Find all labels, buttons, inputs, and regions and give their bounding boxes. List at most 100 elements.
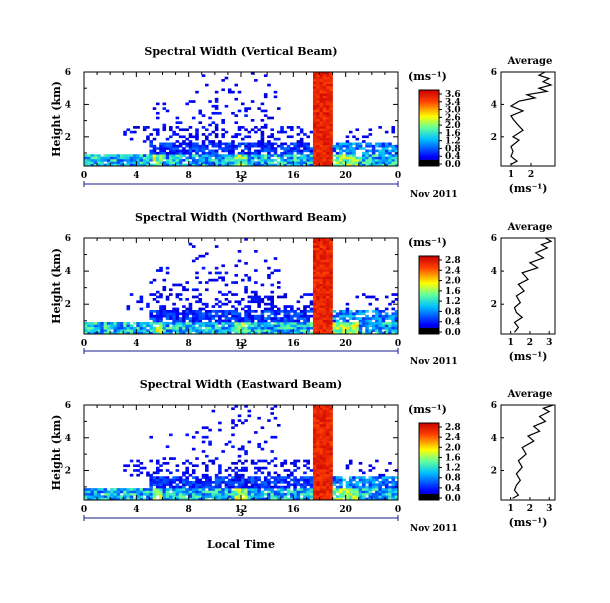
heatmap-cell — [234, 326, 239, 330]
heatmap-cell — [316, 247, 320, 251]
heatmap-cell — [224, 271, 229, 275]
heatmap-cell — [319, 314, 324, 318]
heatmap-cell — [162, 329, 167, 332]
heatmap-cell — [355, 144, 360, 148]
heatmap-cell — [93, 331, 98, 335]
y-tick-label: 4 — [65, 267, 71, 277]
heatmap-cell — [388, 156, 392, 160]
heatmap-cell — [319, 438, 324, 441]
heatmap-cell — [329, 440, 333, 444]
heatmap-cell — [182, 497, 186, 501]
heatmap-cell — [136, 326, 140, 330]
heatmap-cell — [316, 137, 320, 141]
heatmap-cell — [191, 288, 196, 292]
heatmap-cell — [339, 163, 343, 167]
heatmap-cell — [329, 414, 333, 418]
heatmap-cell — [221, 133, 225, 136]
heatmap-cell — [270, 302, 275, 306]
heatmap-cell — [231, 310, 235, 313]
heatmap-cell — [205, 312, 209, 316]
heatmap-cell — [332, 488, 337, 491]
heatmap-cell — [234, 300, 239, 304]
heatmap-cell — [237, 126, 242, 129]
heatmap-cell — [394, 154, 399, 157]
heatmap-cell — [152, 476, 157, 479]
heatmap-cell — [276, 163, 281, 167]
heatmap-cell — [388, 329, 392, 332]
heatmap-cell — [316, 126, 320, 129]
heatmap-cell — [188, 497, 193, 501]
heatmap-cell — [322, 154, 327, 157]
heatmap-cell — [326, 142, 330, 146]
heatmap-cell — [362, 293, 366, 296]
heatmap-cell — [306, 161, 310, 164]
heatmap-cell — [201, 144, 206, 148]
heatmap-cell — [218, 495, 222, 498]
heatmap-cell — [309, 485, 314, 489]
heatmap-cell — [316, 100, 320, 103]
heatmap-cell — [316, 109, 320, 113]
heatmap-cell — [244, 481, 248, 484]
heatmap-cell — [326, 490, 330, 494]
heatmap-cell — [322, 151, 327, 155]
heatmap-cell — [319, 419, 324, 422]
heatmap-cell — [371, 149, 376, 153]
heatmap-cell — [394, 310, 399, 313]
heatmap-cell — [299, 329, 304, 332]
heatmap-cell — [339, 495, 343, 498]
heatmap-cell — [162, 151, 167, 155]
heatmap-cell — [273, 151, 278, 155]
heatmap-cell — [172, 314, 176, 318]
heatmap-cell — [227, 88, 232, 92]
date-day-label: 3 — [238, 342, 244, 352]
heatmap-cell — [322, 288, 327, 292]
heatmap-cell — [267, 151, 271, 155]
heatmap-cell — [152, 298, 157, 301]
heatmap-cell — [329, 424, 333, 427]
heatmap-cell — [322, 481, 327, 484]
heatmap-cell — [276, 156, 281, 160]
heatmap-cell — [250, 497, 255, 501]
heatmap-cell — [296, 156, 301, 160]
heatmap-cell — [234, 488, 239, 491]
heatmap-cell — [312, 130, 317, 134]
heatmap-cell — [244, 452, 248, 456]
heatmap-cell — [280, 161, 284, 164]
heatmap-cell — [188, 481, 193, 484]
heatmap-cell — [142, 490, 147, 494]
heatmap-cell — [263, 317, 268, 320]
heatmap-cell — [309, 149, 314, 153]
heatmap-cell — [306, 158, 310, 162]
heatmap-cell — [329, 151, 333, 155]
heatmap-cell — [159, 490, 163, 494]
heatmap-cell — [283, 312, 288, 316]
heatmap-cell — [142, 163, 147, 167]
heatmap-cell — [260, 119, 265, 122]
heatmap-cell — [149, 140, 153, 143]
heatmap-cell — [182, 158, 186, 162]
heatmap-cell — [270, 459, 275, 463]
heatmap-cell — [326, 121, 330, 124]
heatmap-cell — [191, 476, 196, 479]
heatmap-cell — [260, 329, 265, 332]
heatmap-cell — [195, 295, 199, 299]
heatmap-cell — [195, 481, 199, 484]
heatmap-cell — [371, 144, 376, 148]
heatmap-cell — [319, 473, 324, 477]
heatmap-cell — [316, 447, 320, 451]
heatmap-cell — [214, 302, 219, 306]
heatmap-cell — [136, 300, 140, 304]
heatmap-cell — [178, 324, 183, 328]
heatmap-cell — [326, 450, 330, 453]
heatmap-cell — [254, 462, 258, 465]
heatmap-cell — [312, 302, 317, 306]
heatmap-cell — [185, 488, 189, 491]
heatmap-cell — [237, 485, 242, 489]
heatmap-cell — [221, 154, 225, 157]
heatmap-cell — [221, 495, 225, 498]
heatmap-cell — [375, 312, 379, 316]
heatmap-cell — [139, 324, 144, 328]
heatmap-cell — [260, 163, 265, 167]
heatmap-cell — [119, 158, 124, 162]
heatmap-cell — [254, 142, 258, 146]
